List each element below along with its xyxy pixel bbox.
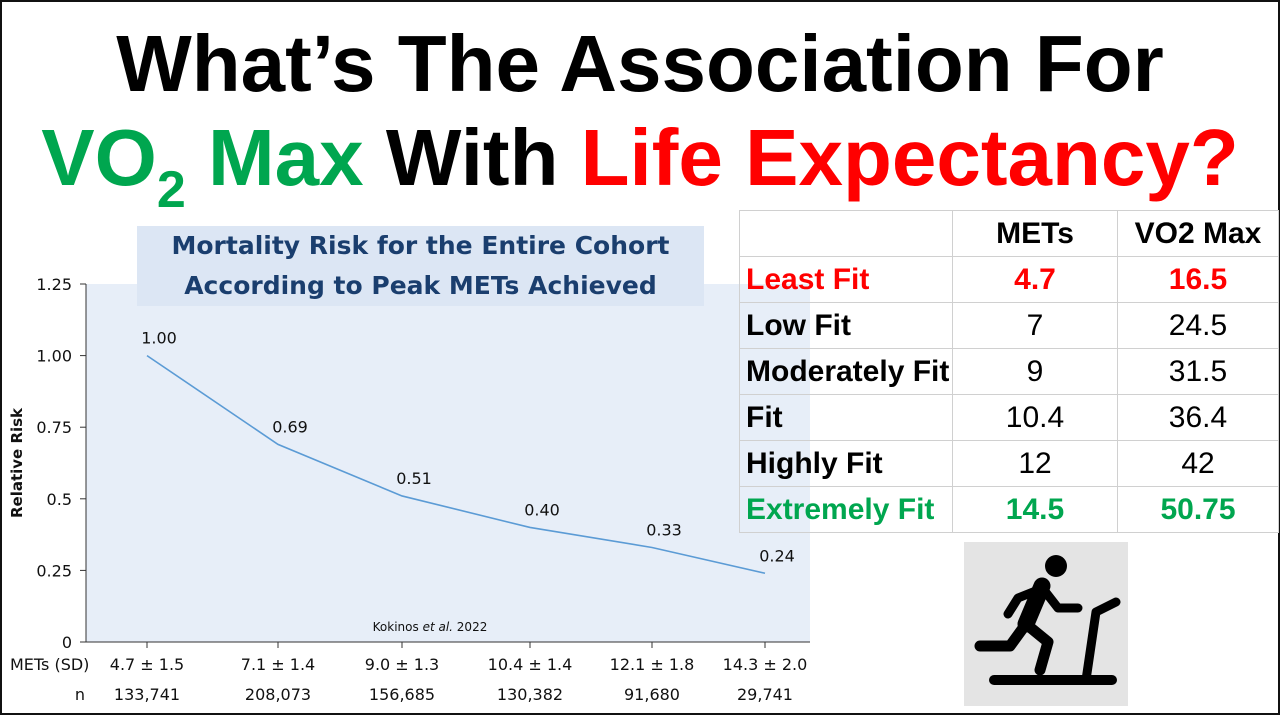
x-category-label: 12.1 ± 1.8: [610, 655, 695, 674]
fitness-level-label: Fit: [739, 394, 953, 441]
y-tick-label: 1.25: [36, 275, 72, 294]
n-row-label: n: [75, 685, 85, 704]
fitness-table: METs VO2 Max Least Fit 4.7 16.5 Low Fit 7 24.…: [739, 210, 1279, 533]
x-n-label: 29,741: [737, 685, 793, 704]
x-n-label: 130,382: [497, 685, 563, 704]
headline-line-1: What’s The Association For: [0, 18, 1280, 110]
fitness-row: Extremely Fit 14.5 50.75: [739, 486, 1279, 533]
y-tick-label: 1.00: [36, 347, 72, 366]
mets-value: 9: [952, 348, 1118, 395]
vo2-max-text: VO2 Max: [41, 113, 364, 219]
x-n-label: 133,741: [114, 685, 180, 704]
y-tick-label: 0.25: [36, 561, 72, 580]
chart-title: Mortality Risk for the Entire Cohort Acc…: [137, 226, 704, 306]
vo-suffix: Max: [185, 113, 364, 202]
fitness-level-label: Least Fit: [739, 256, 953, 303]
vo2-max-value: 50.75: [1117, 486, 1279, 533]
fitness-row: Highly Fit 12 42: [739, 440, 1279, 487]
x-n-label: 208,073: [245, 685, 311, 704]
header-mets: METs: [952, 210, 1118, 257]
y-tick-label: 0.5: [47, 490, 72, 509]
fitness-level-label: Highly Fit: [739, 440, 953, 487]
y-tick-label: 0: [62, 633, 72, 652]
vo2-max-value: 24.5: [1117, 302, 1279, 349]
data-value-label: 0.33: [646, 520, 682, 539]
x-category-label: 9.0 ± 1.3: [365, 655, 439, 674]
data-value-label: 0.40: [524, 500, 560, 519]
x-category-label: 14.3 ± 2.0: [723, 655, 808, 674]
x-category-label: 10.4 ± 1.4: [488, 655, 573, 674]
vo2-max-value: 16.5: [1117, 256, 1279, 303]
data-value-label: 1.00: [141, 329, 177, 348]
mets-value: 10.4: [952, 394, 1118, 441]
vo-prefix: VO: [41, 113, 157, 202]
with-text: With: [363, 113, 581, 202]
headline-line-2: VO2 Max With Life Expectancy?: [0, 112, 1280, 219]
source-part: 2022: [453, 620, 487, 634]
chart-title-line-2: According to Peak METs Achieved: [184, 271, 657, 300]
mets-value: 7: [952, 302, 1118, 349]
mets-row-label: METs (SD): [10, 655, 89, 674]
chart-title-line-1: Mortality Risk for the Entire Cohort: [171, 231, 670, 260]
source-citation: Kokinos et al. 2022: [373, 620, 488, 634]
fitness-table-header: METs VO2 Max: [739, 210, 1279, 257]
life-expectancy-text: Life Expectancy?: [580, 113, 1239, 202]
x-n-label: 91,680: [624, 685, 680, 704]
data-value-label: 0.24: [759, 546, 795, 565]
vo2-max-value: 36.4: [1117, 394, 1279, 441]
fitness-row: Low Fit 7 24.5: [739, 302, 1279, 349]
relative-risk-line: [146, 354, 766, 575]
x-category-label: 7.1 ± 1.4: [241, 655, 315, 674]
mets-value: 14.5: [952, 486, 1118, 533]
fitness-row: Least Fit 4.7 16.5: [739, 256, 1279, 303]
source-part: Kokinos: [373, 620, 419, 634]
chart-plot-area: [86, 284, 810, 642]
fitness-row: Fit 10.4 36.4: [739, 394, 1279, 441]
header-vo2: VO2 Max: [1117, 210, 1279, 257]
vo2-max-value: 42: [1117, 440, 1279, 487]
data-value-label: 0.69: [272, 417, 308, 436]
fitness-level-label: Extremely Fit: [739, 486, 953, 533]
header-blank: [739, 210, 953, 257]
fitness-level-label: Moderately Fit: [739, 348, 953, 395]
source-part: et al.: [419, 620, 453, 634]
y-tick-label: 0.75: [36, 418, 72, 437]
x-n-label: 156,685: [369, 685, 435, 704]
x-category-label: 4.7 ± 1.5: [110, 655, 184, 674]
data-value-label: 0.51: [396, 469, 432, 488]
headline-line-1-text: What’s The Association For: [116, 19, 1164, 108]
treadmill-runner-icon: [974, 555, 1121, 685]
vo2-max-value: 31.5: [1117, 348, 1279, 395]
mets-value: 4.7: [952, 256, 1118, 303]
vo-subscript: 2: [156, 161, 186, 219]
runner-icon-box: [964, 542, 1128, 706]
fitness-level-label: Low Fit: [739, 302, 953, 349]
y-axis-label: Relative Risk: [8, 407, 26, 518]
mets-value: 12: [952, 440, 1118, 487]
fitness-row: Moderately Fit 9 31.5: [739, 348, 1279, 395]
